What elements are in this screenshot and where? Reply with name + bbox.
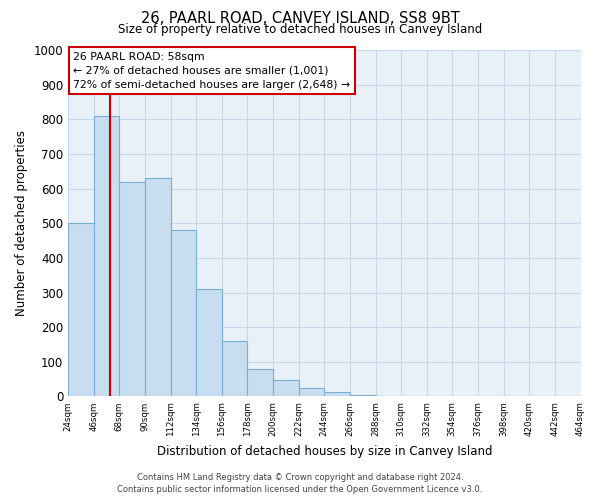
X-axis label: Distribution of detached houses by size in Canvey Island: Distribution of detached houses by size … xyxy=(157,444,492,458)
Bar xyxy=(170,230,196,396)
Text: 26, PAARL ROAD, CANVEY ISLAND, SS8 9BT: 26, PAARL ROAD, CANVEY ISLAND, SS8 9BT xyxy=(140,11,460,26)
Bar xyxy=(299,388,324,396)
Bar xyxy=(247,368,273,396)
Text: Size of property relative to detached houses in Canvey Island: Size of property relative to detached ho… xyxy=(118,22,482,36)
Bar xyxy=(145,178,170,396)
Bar xyxy=(94,116,119,396)
Bar xyxy=(273,380,299,396)
Text: 26 PAARL ROAD: 58sqm
← 27% of detached houses are smaller (1,001)
72% of semi-de: 26 PAARL ROAD: 58sqm ← 27% of detached h… xyxy=(73,52,350,90)
Bar xyxy=(119,182,145,396)
Bar xyxy=(324,392,350,396)
Bar xyxy=(222,341,247,396)
Bar xyxy=(350,394,376,396)
Bar xyxy=(196,289,222,397)
Y-axis label: Number of detached properties: Number of detached properties xyxy=(15,130,28,316)
Bar xyxy=(68,223,94,396)
Text: Contains HM Land Registry data © Crown copyright and database right 2024.
Contai: Contains HM Land Registry data © Crown c… xyxy=(118,472,482,494)
